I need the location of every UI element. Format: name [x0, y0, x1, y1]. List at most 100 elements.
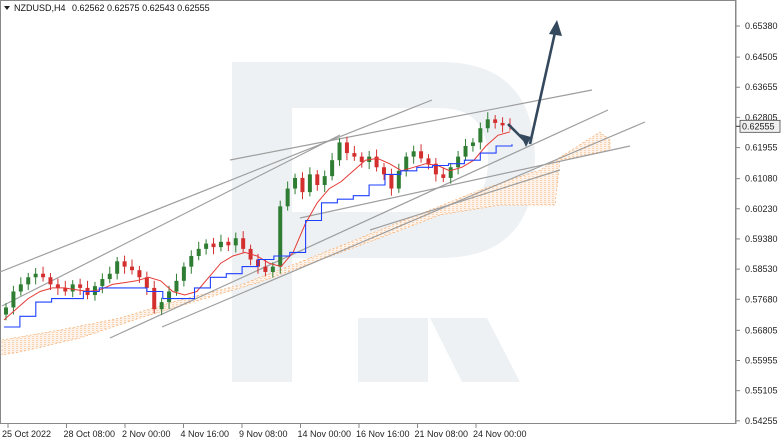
cloud-band: [1, 131, 611, 356]
candle: [241, 231, 246, 254]
candle: [85, 280, 90, 300]
y-tick-label: 0.55955: [745, 355, 778, 365]
candle: [70, 280, 75, 298]
x-tick-label: 28 Oct 08:00: [64, 429, 116, 439]
candle: [374, 149, 379, 172]
candle: [218, 234, 223, 252]
y-tick-label: 0.60230: [745, 204, 778, 214]
candle: [322, 170, 327, 193]
trendline[interactable]: [299, 145, 631, 219]
candle: [189, 250, 194, 274]
y-tick-label: 0.57680: [745, 294, 778, 304]
current-price-label: 0.62555: [742, 121, 775, 131]
candle: [337, 138, 342, 166]
ichimoku-cloud: [1, 131, 611, 356]
candle: [33, 268, 38, 285]
y-tick-label: 0.54255: [745, 416, 778, 426]
candle: [463, 138, 468, 161]
candle: [226, 237, 231, 252]
candle: [263, 259, 268, 277]
chart-header: NZDUSD,H4 0.62562 0.62575 0.62543 0.6255…: [4, 3, 210, 13]
candle: [4, 303, 8, 321]
y-tick-label: 0.55105: [745, 386, 778, 396]
candle: [78, 278, 83, 296]
y-tick-label: 0.61080: [745, 174, 778, 184]
candle: [493, 115, 498, 129]
x-tick-label: 24 Nov 00:00: [473, 429, 527, 439]
y-tick-label: 0.56805: [745, 325, 778, 335]
x-tick-label: 9 Nov 08:00: [239, 429, 288, 439]
candle: [26, 273, 31, 291]
candle: [470, 138, 475, 152]
candle: [270, 262, 275, 278]
candle: [152, 280, 157, 314]
x-tick-label: 25 Oct 2022: [2, 429, 51, 439]
candle: [167, 285, 172, 310]
candle: [382, 163, 386, 181]
y-tick-label: 0.64505: [745, 52, 778, 62]
y-tick-label: 0.62805: [745, 112, 778, 122]
trendline[interactable]: [229, 89, 593, 161]
y-tick-label: 0.58530: [745, 264, 778, 274]
candle: [196, 241, 201, 261]
trendline[interactable]: [369, 169, 561, 231]
trendline[interactable]: [161, 121, 646, 328]
candle: [330, 153, 335, 181]
candle: [307, 167, 312, 197]
candle: [433, 158, 438, 182]
candle: [448, 163, 453, 184]
x-tick-label: 16 Nov 16:00: [356, 429, 410, 439]
trendline[interactable]: [0, 99, 433, 273]
candle: [11, 285, 16, 315]
candle: [411, 145, 416, 164]
kijun-sen-line: [4, 144, 513, 328]
price-axis: 0.65380 0.64505 0.63655 0.62805 0.61955 0.610…: [736, 21, 778, 426]
x-tick-label: 2 Nov 00:00: [122, 429, 171, 439]
candle: [233, 232, 238, 253]
candle: [456, 150, 461, 175]
candle: [48, 273, 53, 291]
candle: [100, 273, 105, 294]
forecast-arrow-up: [528, 27, 558, 145]
candle: [389, 168, 394, 196]
candle: [115, 257, 120, 280]
candle: [122, 255, 127, 274]
forecast-arrows: [507, 20, 562, 147]
candle: [441, 167, 446, 183]
x-tick-label: 14 Nov 00:00: [298, 429, 352, 439]
candle: [204, 239, 209, 255]
candle: [359, 152, 364, 168]
candle: [174, 273, 179, 296]
candle: [500, 117, 505, 133]
symbol-label: NZDUSD,H4: [14, 3, 66, 13]
trendline[interactable]: [109, 109, 609, 339]
candles: [4, 112, 512, 321]
y-tick-label: 0.65380: [745, 21, 778, 31]
candle: [344, 136, 349, 161]
candle: [211, 237, 216, 255]
candle: [352, 145, 357, 161]
candle: [55, 278, 60, 296]
candle: [315, 170, 320, 191]
time-axis: 25 Oct 2022 28 Oct 08:00 2 Nov 00:00 4 Nov …: [2, 424, 527, 439]
trendline[interactable]: [1, 134, 341, 307]
candle: [41, 266, 46, 282]
x-tick-label: 21 Nov 08:00: [415, 429, 469, 439]
candle: [285, 181, 290, 211]
candle: [159, 297, 164, 315]
candle: [130, 259, 134, 275]
candle: [181, 262, 186, 287]
y-tick-label: 0.61955: [745, 143, 778, 153]
candle: [278, 200, 283, 274]
candle: [300, 172, 305, 200]
candle: [293, 173, 298, 195]
x-tick-label: 4 Nov 16:00: [181, 429, 230, 439]
current-price-marker: 0.62555: [736, 119, 781, 133]
y-tick-label: 0.59380: [745, 234, 778, 244]
y-tick-label: 0.63655: [745, 82, 778, 92]
candle: [478, 122, 483, 150]
candle: [107, 266, 112, 284]
ohlc-values: 0.62562 0.62575 0.62543 0.62555: [72, 3, 210, 13]
chevron-down-icon[interactable]: [4, 6, 10, 10]
